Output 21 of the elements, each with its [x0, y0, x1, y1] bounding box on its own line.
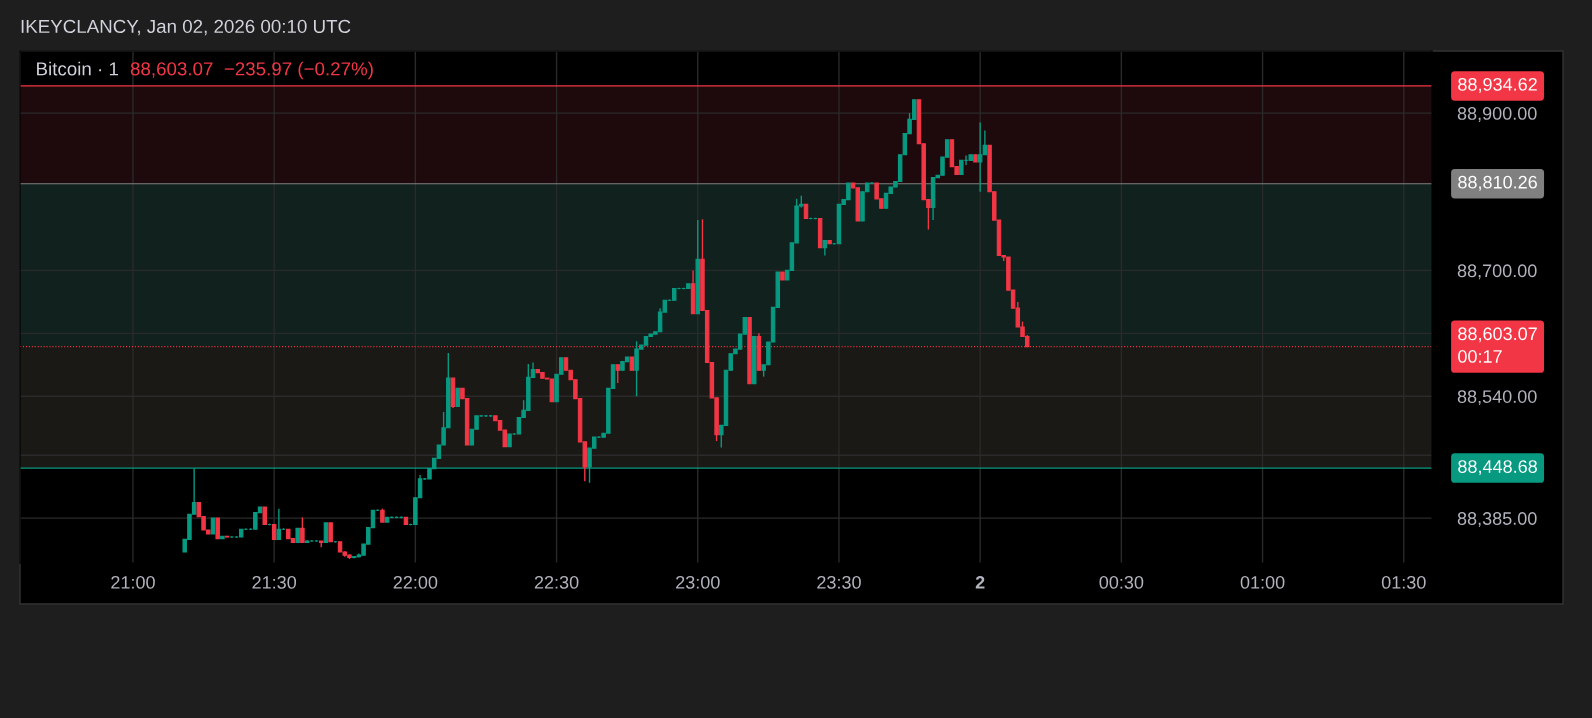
- ref-line-label: 88,934.62: [1458, 77, 1537, 93]
- ref-line-label: 88,603.07 00:17: [1458, 327, 1537, 363]
- x-tick-label: 23:30: [817, 575, 861, 589]
- x-tick-label: 21:00: [111, 575, 155, 589]
- ref-line-label: 88,810.26: [1458, 175, 1537, 191]
- ref-line-label: 88,448.68: [1458, 460, 1537, 476]
- text: IKEYCLANCY, Jan 02, 2026 00:10 UTC: [21, 19, 351, 36]
- x-tick-label: 22:00: [393, 575, 438, 589]
- x-tick-label: 01:00: [1240, 575, 1285, 589]
- y-tick-label: 88,900.00: [1457, 107, 1537, 122]
- y-tick-label: 88,385.00: [1457, 512, 1537, 528]
- x-tick-label: 23:00: [676, 575, 720, 589]
- x-tick-label: 21:30: [252, 575, 297, 589]
- x-tick-label: 2: [975, 575, 985, 589]
- x-tick-label: 22:30: [534, 575, 579, 589]
- chart-title: Bitcoin · 1: [37, 61, 118, 76]
- text: 88,603.07 −235.97 (−0.27%): [130, 61, 373, 80]
- x-tick-label: 00:30: [1099, 575, 1144, 589]
- x-tick-label: 01:30: [1381, 575, 1426, 589]
- y-tick-label: 88,540.00: [1457, 390, 1537, 406]
- y-tick-label: 88,700.00: [1457, 264, 1537, 280]
